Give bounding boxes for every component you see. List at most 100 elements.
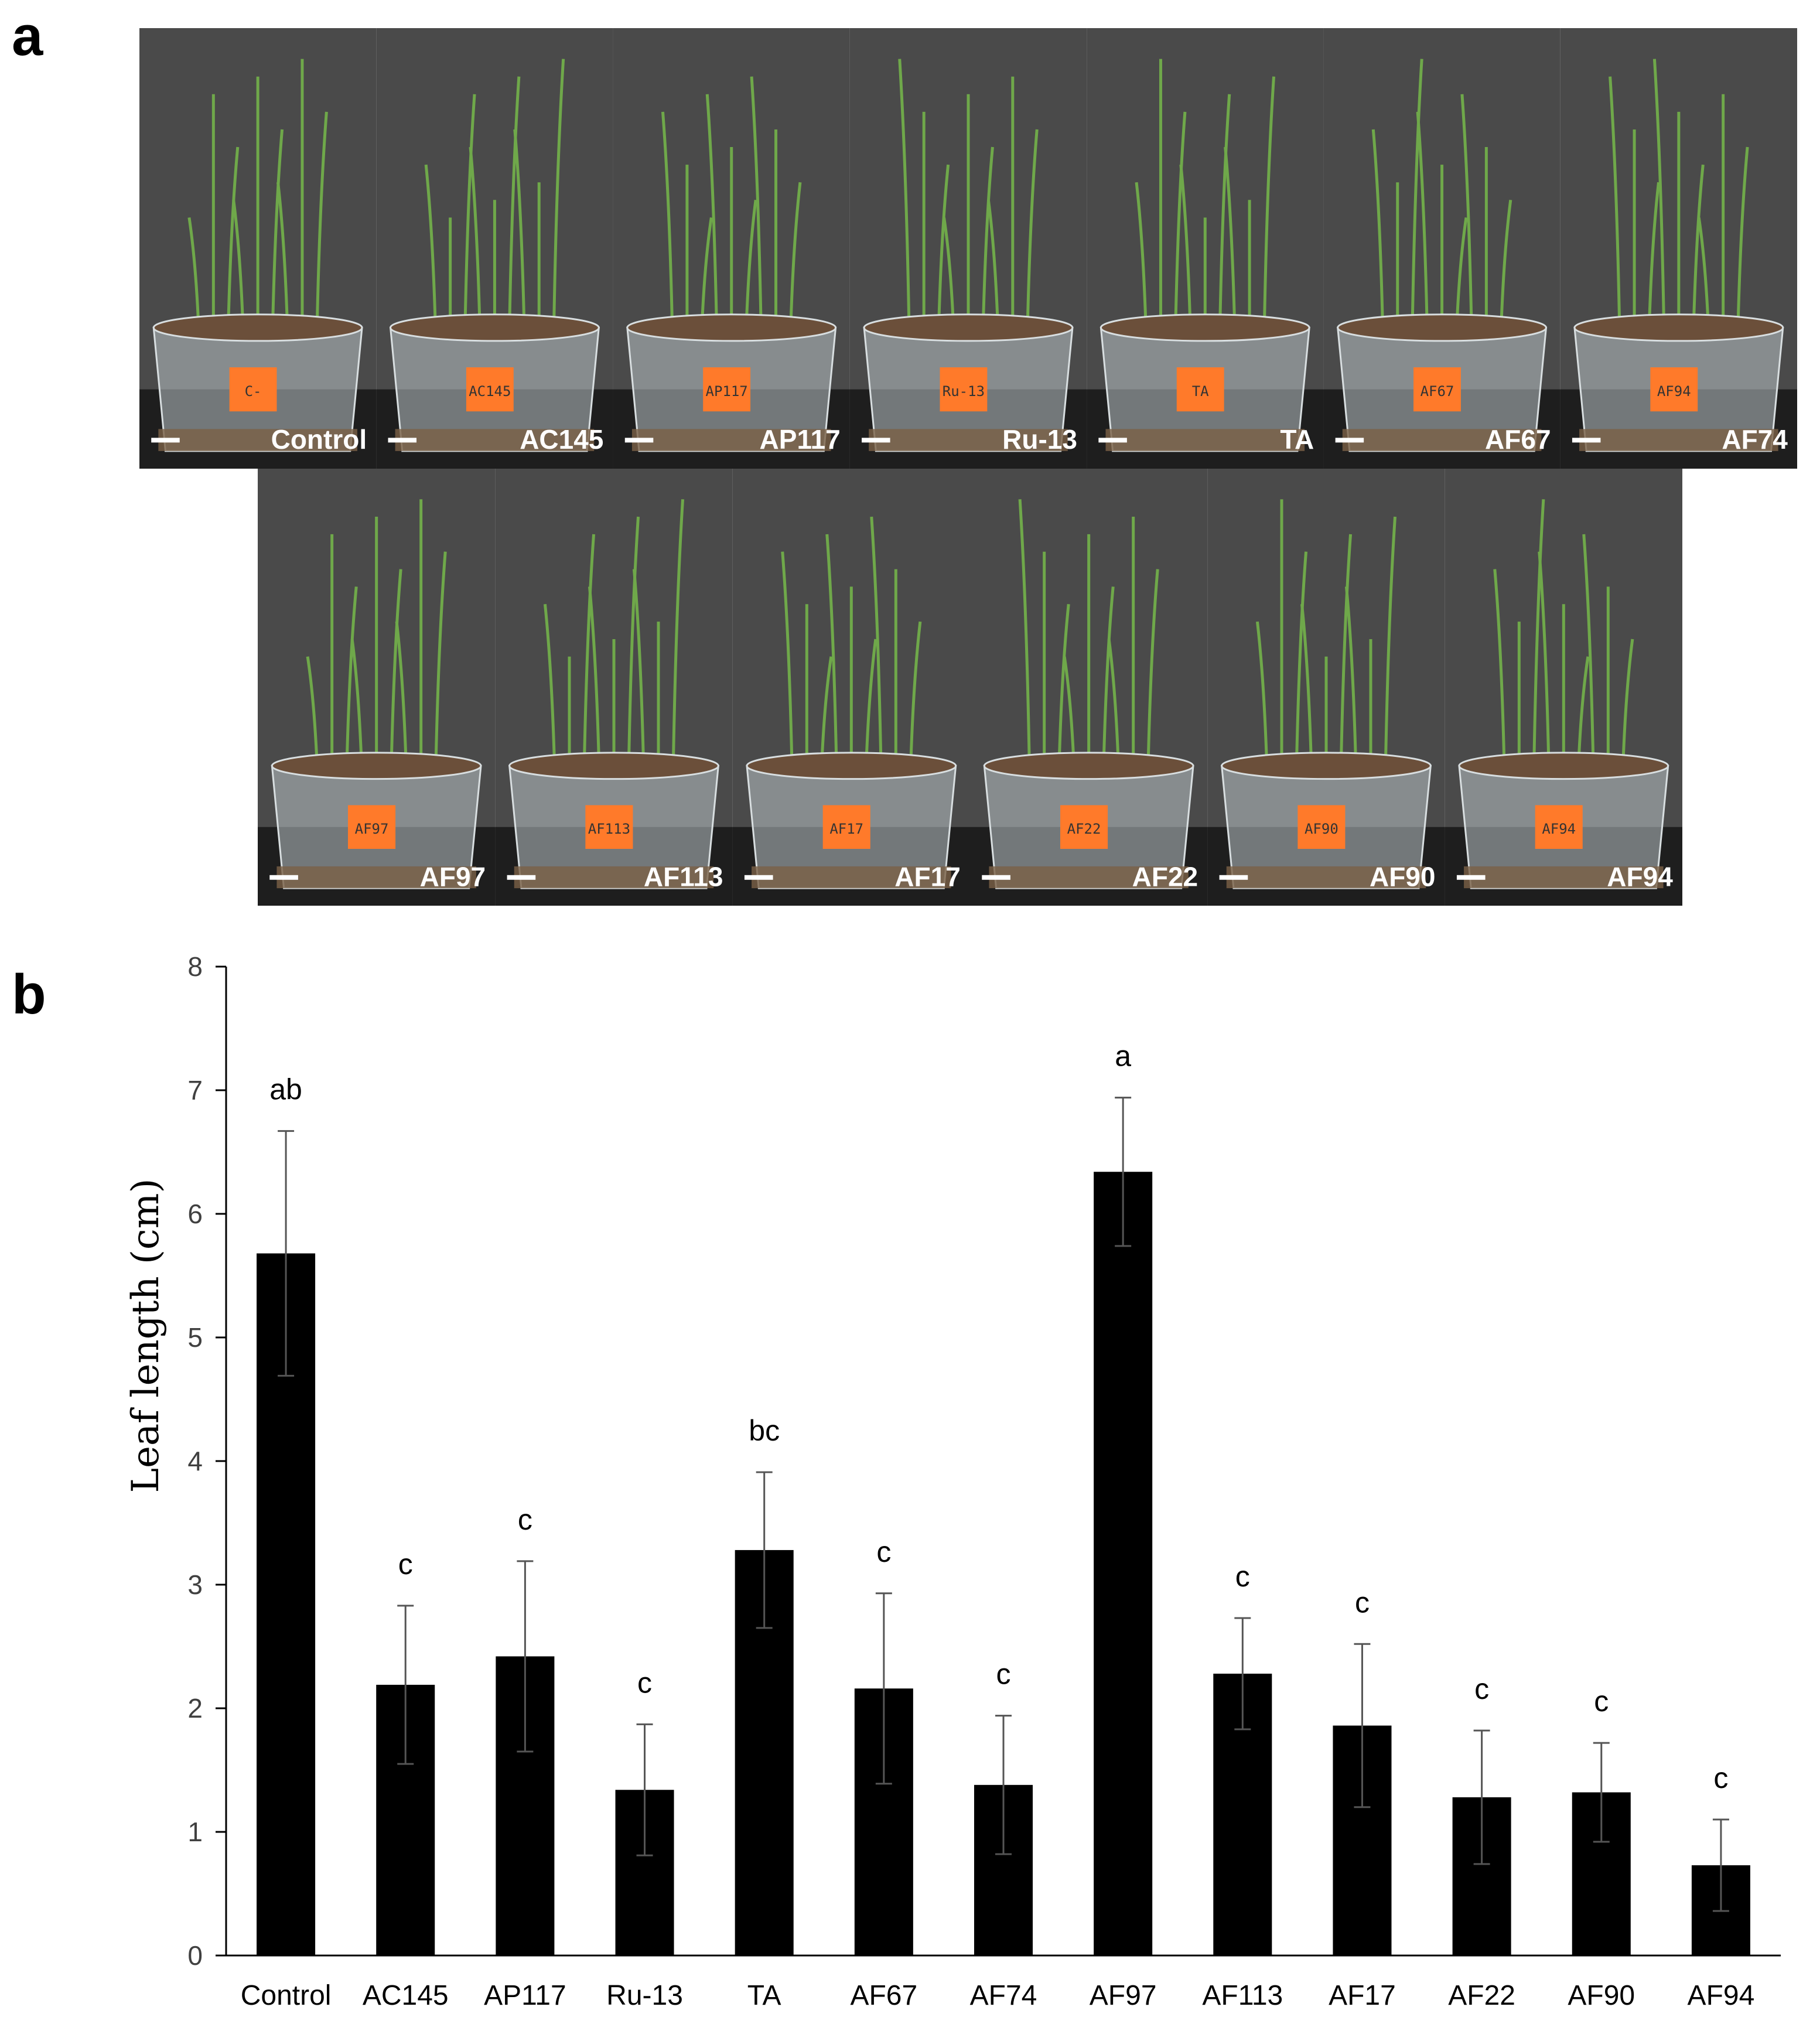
- error-bar-af97: [1115, 1097, 1132, 1247]
- photo-caption: AF97: [420, 861, 486, 892]
- significance-letter: c: [637, 1666, 652, 1699]
- y-axis-label: Leaf length (cm): [124, 1179, 168, 1493]
- pot-soil: [1573, 313, 1784, 342]
- tag-handwriting: AF94: [1542, 821, 1576, 837]
- significance-letter: c: [996, 1658, 1011, 1691]
- photo-caption: AP117: [760, 424, 841, 455]
- photo-caption: Control: [271, 424, 367, 455]
- x-tick-label: AC145: [363, 1980, 449, 2011]
- y-tick-label: 4: [187, 1446, 203, 1476]
- photo-caption: AF17: [894, 861, 960, 892]
- x-tick-label: AF90: [1568, 1980, 1635, 2011]
- error-bar-af90: [1593, 1742, 1610, 1843]
- scale-bar: [1098, 438, 1127, 443]
- tag-handwriting: TA: [1192, 383, 1209, 400]
- x-tick-label: TA: [747, 1980, 781, 2011]
- seedling-leaves: [424, 59, 565, 328]
- error-bar-af94: [1712, 1818, 1729, 1912]
- plant-photo-top-0: C- Control: [139, 28, 377, 469]
- orange-label-tag: [703, 367, 751, 412]
- seedling-leaves: [1255, 499, 1397, 766]
- orange-label-tag: [1650, 367, 1698, 412]
- seedling-leaves: [1493, 499, 1634, 766]
- pot-soil: [152, 313, 363, 342]
- error-bar-control: [278, 1130, 295, 1377]
- photo-caption: AF22: [1132, 861, 1198, 892]
- photo-caption: AF67: [1485, 424, 1551, 455]
- plant-photo-panel: C- Control AC145 AC145 AP117 AP117 Ru-13 Ru-13 T…: [139, 28, 1797, 906]
- x-tick-label: AF17: [1329, 1980, 1396, 2011]
- scale-bar: [388, 438, 417, 443]
- x-tick-label: AF22: [1448, 1980, 1515, 2011]
- photo-caption: TA: [1280, 424, 1314, 455]
- scale-bar: [1572, 438, 1601, 443]
- panel-label-b: b: [12, 963, 46, 1026]
- plant-photo-top-4: TA TA: [1087, 28, 1324, 469]
- tag-handwriting: AF113: [588, 821, 630, 837]
- error-bar-af74: [995, 1715, 1012, 1855]
- significance-letter: c: [876, 1535, 891, 1568]
- pot-soil: [1099, 313, 1310, 342]
- orange-label-tag: [1535, 805, 1583, 849]
- orange-label-tag: [466, 367, 514, 412]
- plant-photo-top-3: Ru-13 Ru-13: [849, 28, 1087, 469]
- scale-bar: [151, 438, 180, 443]
- pot-soil: [390, 313, 600, 342]
- orange-label-tag: [1413, 367, 1461, 412]
- tag-handwriting: AC145: [469, 383, 511, 400]
- photo-caption: AF90: [1370, 861, 1435, 892]
- seedling-leaves: [1135, 59, 1276, 328]
- pot-soil: [1337, 313, 1547, 342]
- significance-letter: c: [398, 1548, 413, 1581]
- tag-handwriting: Ru-13: [943, 383, 985, 400]
- error-bar-ap117: [517, 1560, 534, 1753]
- pot-soil: [746, 752, 957, 780]
- tag-handwriting: AF22: [1067, 821, 1101, 837]
- orange-label-tag: [348, 805, 396, 849]
- significance-letter: c: [1594, 1685, 1609, 1718]
- scale-bar: [269, 875, 298, 880]
- error-bar-ta: [756, 1471, 773, 1629]
- plant-photo-top-5: AF67 AF67: [1323, 28, 1561, 469]
- significance-letter: bc: [749, 1414, 780, 1447]
- significance-letter: ab: [269, 1073, 302, 1106]
- pot-soil: [1458, 752, 1669, 780]
- y-tick-label: 5: [187, 1322, 203, 1353]
- significance-letter: c: [1474, 1673, 1489, 1705]
- tag-handwriting: AP117: [706, 383, 748, 400]
- x-tick-label: AF67: [850, 1980, 917, 2011]
- plant-photo-bottom-3: AF22 AF22: [970, 469, 1208, 906]
- plant-photo-bottom-1: AF113 AF113: [495, 469, 733, 906]
- y-tick-label: 6: [187, 1199, 203, 1229]
- error-bar-ac145: [397, 1605, 414, 1765]
- pot-soil: [271, 752, 482, 780]
- seedling-leaves: [1609, 59, 1749, 328]
- photo-caption: AF113: [644, 861, 723, 892]
- orange-label-tag: [229, 367, 277, 412]
- significance-letter: a: [1115, 1040, 1131, 1073]
- plant-photo-bottom-0: AF97 AF97: [258, 469, 496, 906]
- scale-bar: [1219, 875, 1248, 880]
- photo-caption: Ru-13: [1002, 424, 1077, 455]
- significance-letter: c: [518, 1503, 532, 1536]
- scale-bar: [507, 875, 536, 880]
- scale-bar: [982, 875, 1010, 880]
- photo-caption: AF74: [1722, 424, 1788, 455]
- plant-photo-top-6: AF94 AF74: [1560, 28, 1797, 469]
- photo-row-2: AF97AF97AF113AF113AF17AF17AF22AF22AF90AF…: [258, 469, 1682, 906]
- plant-photo-top-2: AP117 AP117: [613, 28, 850, 469]
- scale-bar: [1456, 875, 1486, 880]
- significance-letter: c: [1235, 1560, 1250, 1593]
- scale-bar: [862, 438, 890, 443]
- y-tick-label: 1: [187, 1817, 203, 1847]
- seedling-leaves: [1371, 59, 1512, 328]
- seedling-leaves: [1018, 499, 1159, 766]
- orange-label-tag: [940, 367, 988, 412]
- chart-error-bars: [278, 1097, 1729, 1912]
- x-tick-label: Ru-13: [606, 1980, 683, 2011]
- significance-letter: c: [1713, 1762, 1728, 1794]
- orange-label-tag: [1176, 367, 1224, 412]
- seedling-leaves: [306, 499, 447, 766]
- bar-af97: [1094, 1172, 1153, 1955]
- orange-label-tag: [822, 805, 870, 849]
